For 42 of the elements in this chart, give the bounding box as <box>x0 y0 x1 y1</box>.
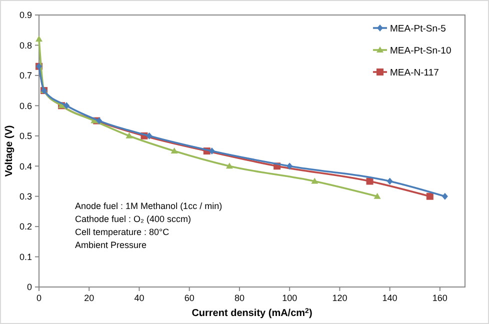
legend-label: MEA-Pt-Sn-5 <box>390 23 446 34</box>
annotation: Ambient Pressure <box>75 240 147 250</box>
x-tick-label: 120 <box>332 293 348 303</box>
legend-label: MEA-Pt-Sn-10 <box>390 45 452 56</box>
y-tick-label: 0.6 <box>19 100 32 111</box>
annotation: Anode fuel : 1M Methanol (1cc / min) <box>75 201 222 211</box>
x-axis-title: Current density (mA/cm$^{2}$) <box>192 308 312 319</box>
point <box>442 192 448 200</box>
y-tick-label: 0.2 <box>19 222 32 232</box>
y-tick-label: 0.5 <box>19 131 32 142</box>
annotation: Cell temperature : 80°C <box>75 227 170 237</box>
legend-label: MEA-N-117 <box>390 67 439 78</box>
point <box>64 102 70 110</box>
point <box>36 36 42 42</box>
point <box>146 132 152 140</box>
x-tick-label: 80 <box>234 293 244 303</box>
point <box>374 192 381 199</box>
y-tick-label: 0.1 <box>19 252 32 262</box>
point <box>311 178 318 184</box>
x-tick-label: 40 <box>134 293 144 303</box>
x-tick-label: 160 <box>432 293 448 303</box>
point <box>226 162 233 169</box>
x-tick-label: 60 <box>184 293 194 303</box>
y-tick-label: 0.3 <box>19 191 32 202</box>
point <box>170 148 178 154</box>
point <box>386 178 393 185</box>
x-tick-label: 140 <box>382 293 398 303</box>
y-tick-label: 0 <box>26 282 32 292</box>
point <box>426 192 434 200</box>
point <box>126 132 133 138</box>
x-tick-label: 20 <box>84 293 94 303</box>
x-tick-label: 0 <box>36 293 42 303</box>
y-tick-label: 0.4 <box>19 161 32 172</box>
y-tick-label: 0.8 <box>19 40 32 50</box>
annotation: Cathode fuel : O₂ (400 sccm) <box>75 214 192 224</box>
point <box>208 148 215 154</box>
y-tick-label: 0.9 <box>19 10 32 20</box>
y-tick-label: 0.7 <box>19 70 32 81</box>
x-tick-label: 100 <box>282 293 298 303</box>
point <box>286 162 293 170</box>
point <box>96 117 102 124</box>
y-axis-title: Voltage (V) <box>4 125 15 177</box>
